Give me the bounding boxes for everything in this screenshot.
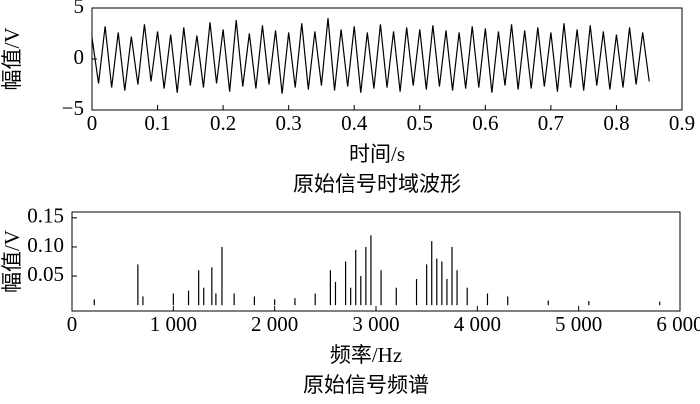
x-tick-label: 6 000: [656, 312, 700, 336]
y-axis-label: 幅值/V: [0, 28, 24, 91]
x-axis-label: 时间/s: [349, 142, 405, 166]
chart-subtitle: 原始信号时域波形: [293, 172, 461, 196]
y-tick-label: 5: [74, 0, 85, 18]
x-tick-label: 0.8: [603, 111, 629, 135]
plot-frame: [71, 211, 681, 312]
x-tick-label: 0.7: [538, 111, 564, 135]
x-tick-label: 0.6: [472, 111, 498, 135]
chart-subtitle: 原始信号频谱: [303, 373, 429, 397]
x-tick-label: 5 000: [555, 312, 602, 336]
x-tick-label: 0: [67, 312, 78, 336]
y-tick-label: −5: [62, 96, 84, 120]
signal-line: [91, 18, 650, 94]
x-tick-label: 1 000: [150, 312, 197, 336]
y-tick-label: 0.05: [27, 262, 64, 286]
x-tick-label: 0.4: [341, 111, 368, 135]
y-tick-label: 0.10: [27, 233, 64, 257]
x-tick-label: 0.3: [276, 111, 302, 135]
x-tick-label: 4 000: [454, 312, 501, 336]
x-tick-label: 0.2: [210, 111, 236, 135]
x-tick-label: 0.5: [407, 111, 433, 135]
y-tick-label: 0: [74, 45, 85, 69]
x-tick-label: 2 000: [251, 312, 298, 336]
x-tick-label: 0: [87, 111, 98, 135]
y-axis-label: 幅值/V: [0, 230, 24, 293]
x-axis-label: 频率/Hz: [330, 343, 402, 367]
x-tick-label: 0.9: [669, 111, 695, 135]
y-tick-label: 0.15: [27, 204, 64, 228]
x-tick-label: 0.1: [144, 111, 170, 135]
x-tick-label: 3 000: [352, 312, 399, 336]
